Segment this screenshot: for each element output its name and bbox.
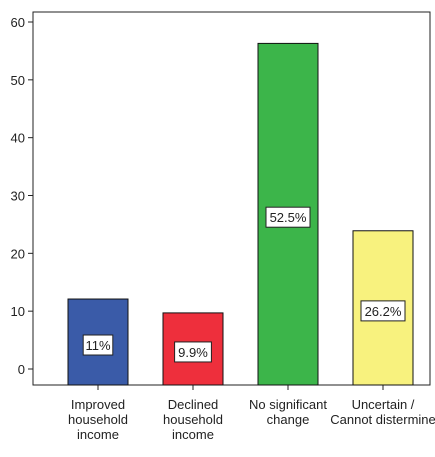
category-label: income xyxy=(77,427,119,442)
data-label: 52.5% xyxy=(270,210,307,225)
plot-frame xyxy=(32,11,431,386)
chart-bars xyxy=(67,42,414,386)
data-label: 26.2% xyxy=(365,304,402,319)
y-tick-label: 50 xyxy=(11,73,25,88)
chart-labels: 11%Improvedhouseholdincome9.9%Declinedho… xyxy=(68,206,435,442)
data-label-box xyxy=(265,206,311,228)
category-label: No significant xyxy=(249,397,327,412)
y-tick-label: 20 xyxy=(11,246,25,261)
data-label: 11% xyxy=(85,338,110,353)
data-label: 9.9% xyxy=(178,345,208,360)
category-label: Uncertain / xyxy=(352,397,415,412)
y-tick-label: 10 xyxy=(11,304,25,319)
chart-axes: 0 10 20 30 40 50 60 xyxy=(11,11,431,390)
y-tick-label: 60 xyxy=(11,15,25,30)
category-label: change xyxy=(267,412,310,427)
category-label: Cannot distermine xyxy=(330,412,435,427)
y-tick-label: 0 xyxy=(18,362,25,377)
category-label: Improved xyxy=(71,397,125,412)
category-label: household xyxy=(163,412,223,427)
category-label: income xyxy=(172,427,214,442)
data-label-box xyxy=(360,300,406,322)
category-label: household xyxy=(68,412,128,427)
y-tick-label: 30 xyxy=(11,189,25,204)
data-label-box xyxy=(82,334,114,356)
data-label-box xyxy=(174,341,212,363)
y-tick-label: 40 xyxy=(11,131,25,146)
category-label: Declined xyxy=(168,397,219,412)
